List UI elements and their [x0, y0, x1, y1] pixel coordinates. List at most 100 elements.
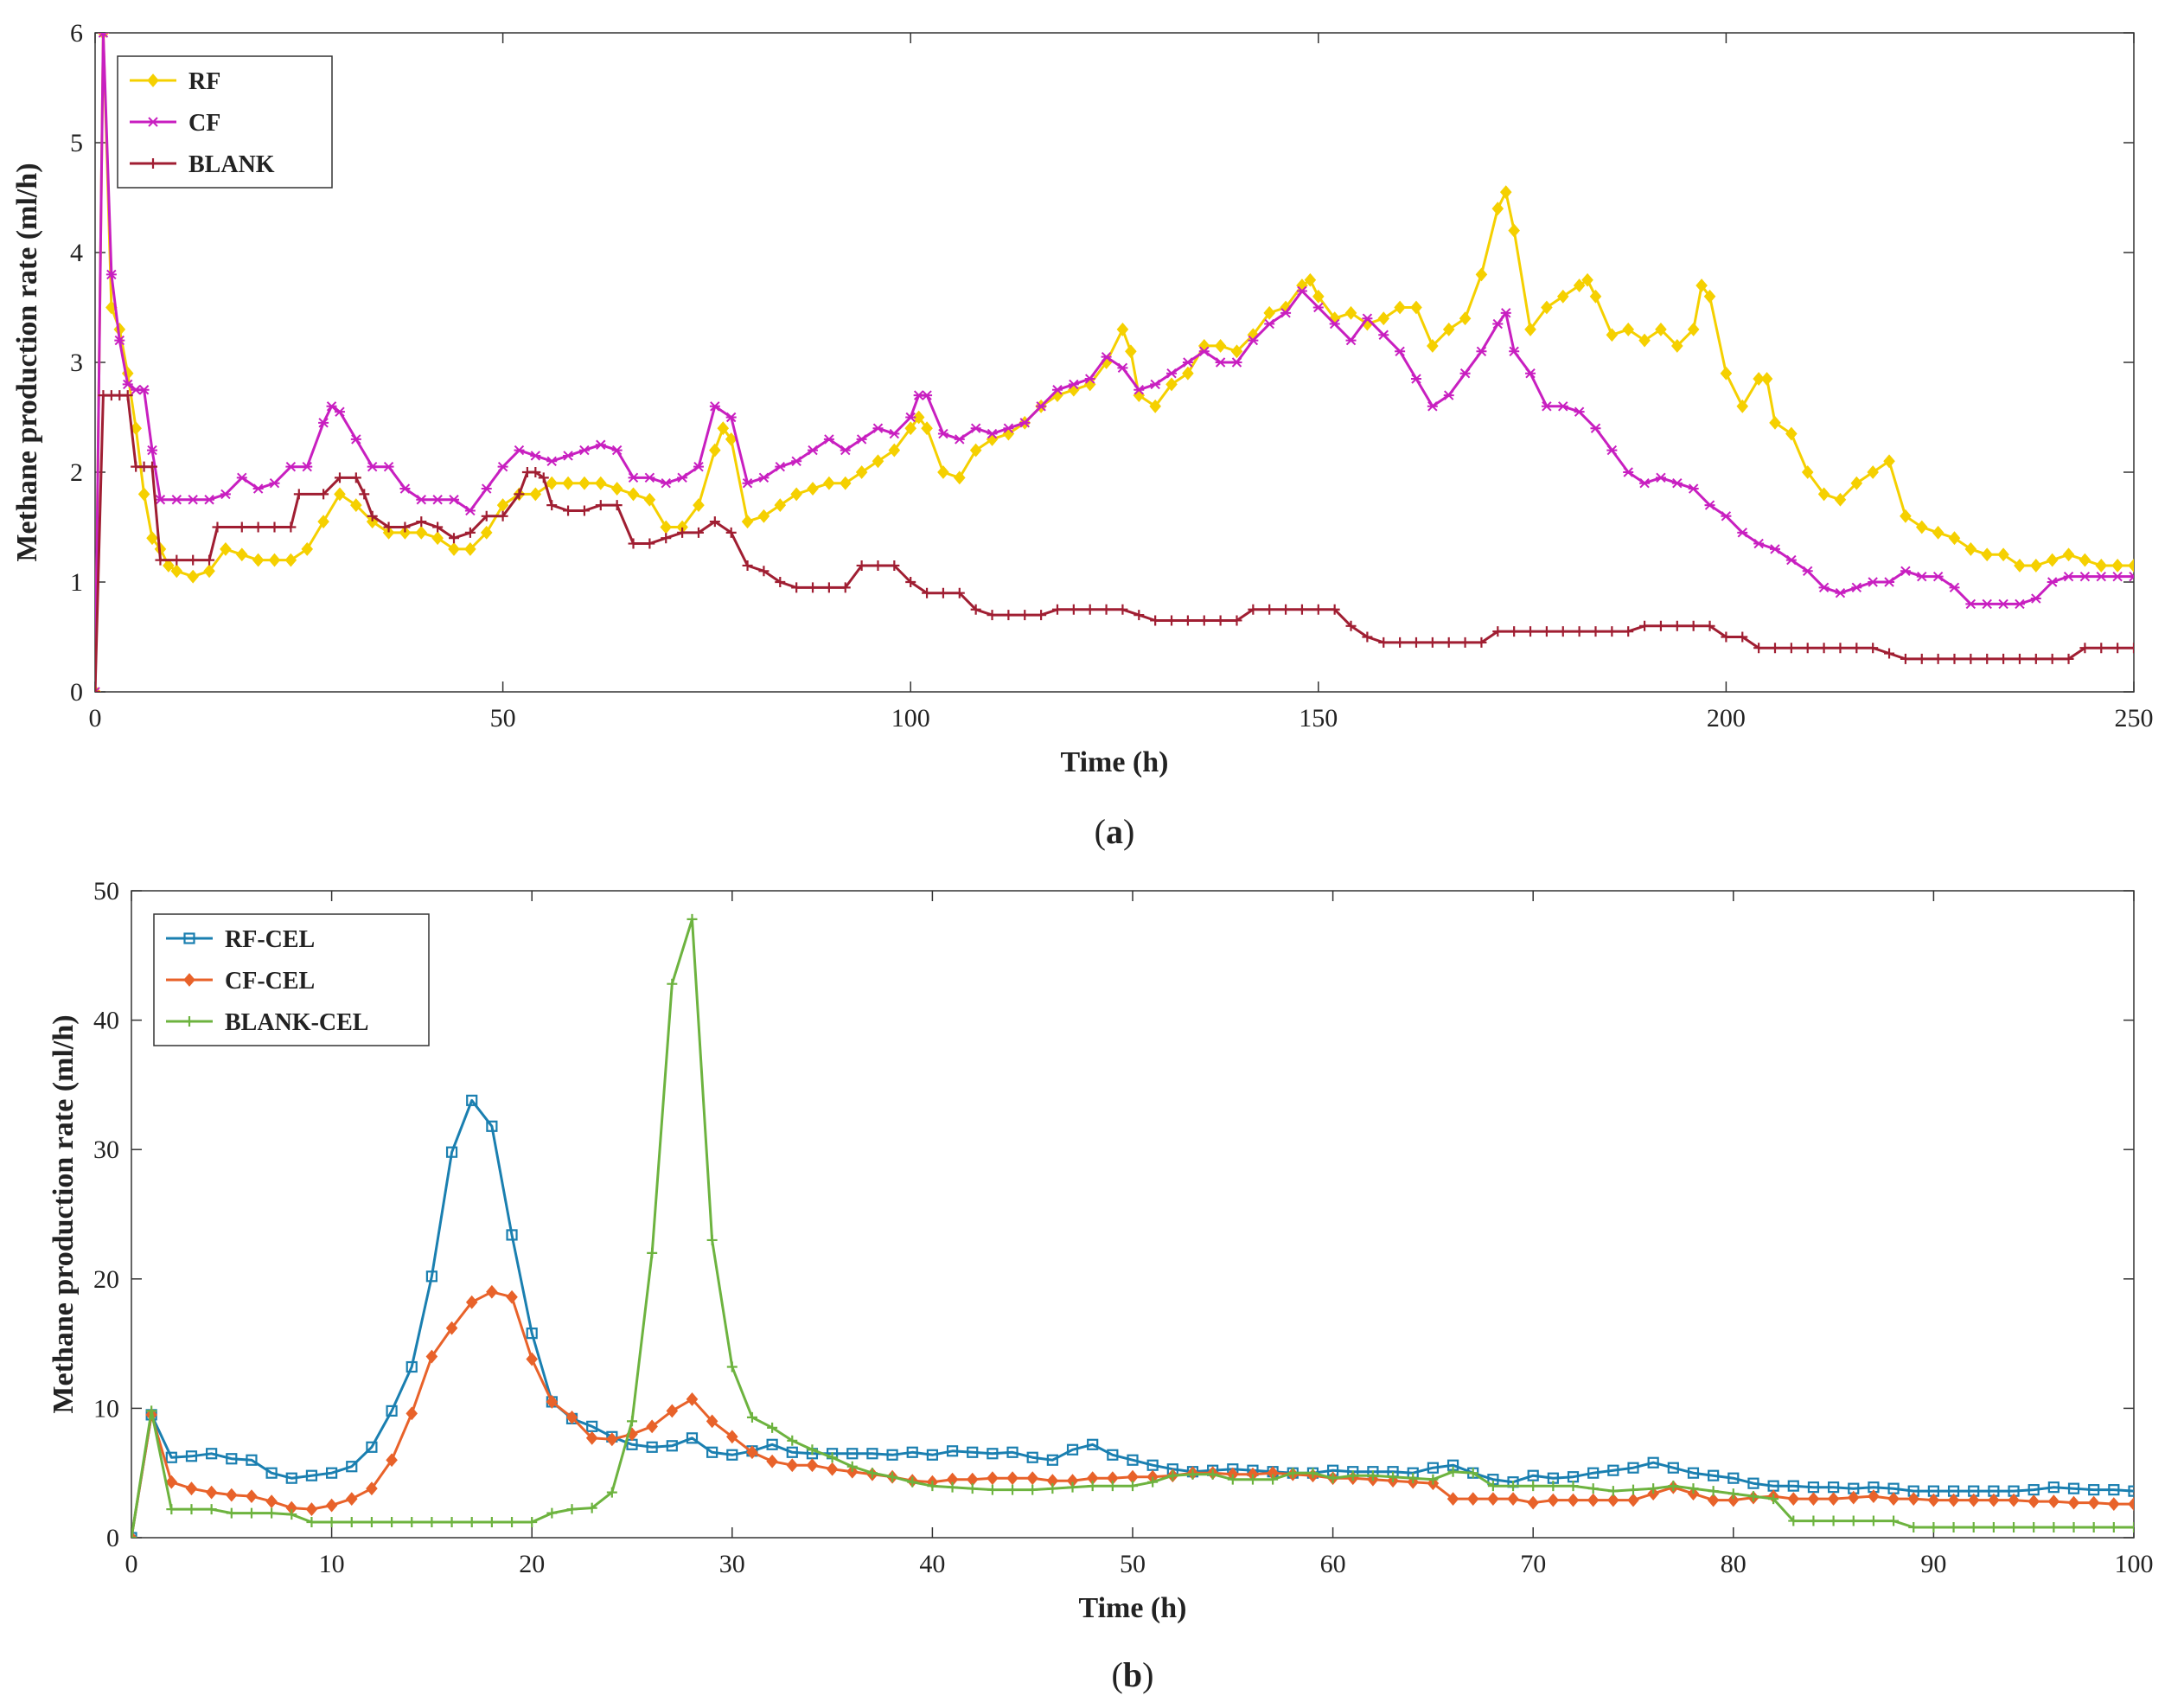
data-point-blank — [2030, 653, 2041, 664]
data-point-blank-cel — [987, 1484, 998, 1495]
x-tick-label: 60 — [1320, 1550, 1346, 1578]
data-point-rf — [1459, 311, 1472, 326]
data-point-rf — [1589, 289, 1602, 304]
data-point-blank-cel — [927, 1481, 938, 1492]
data-point-cf — [514, 445, 525, 456]
data-point-blank — [775, 577, 786, 587]
data-point-cf — [725, 412, 737, 423]
data-point-blank — [2129, 643, 2134, 654]
data-point-blank — [1802, 643, 1813, 654]
data-point-cf — [1802, 566, 1813, 577]
data-point-rf — [643, 492, 656, 507]
data-point-cf — [1150, 379, 1161, 390]
data-point-rf — [2014, 559, 2026, 573]
data-point-cf-cel — [1006, 1471, 1019, 1486]
data-point-blank-cel — [406, 1517, 418, 1528]
data-point-cf — [1965, 598, 1976, 610]
data-point-cf — [326, 401, 337, 412]
data-point-cf — [1868, 577, 1879, 587]
data-point-blank — [1606, 626, 1618, 637]
data-point-cf — [464, 505, 476, 516]
data-point-blank — [432, 521, 444, 533]
data-point-rf — [464, 541, 476, 556]
data-point-rf — [1394, 300, 1406, 315]
data-point-blank — [2112, 643, 2123, 654]
data-point-rf — [1377, 311, 1390, 326]
data-point-cf-cel — [1567, 1493, 1580, 1507]
data-point-cf — [1884, 577, 1895, 587]
x-axis-label: Time (h) — [1061, 746, 1169, 778]
data-point-cf — [2030, 593, 2041, 604]
data-point-cf-cel — [1787, 1492, 1800, 1507]
data-point-blank — [644, 538, 655, 549]
data-point-blank-cel — [246, 1507, 257, 1519]
data-point-rf — [741, 515, 754, 529]
data-point-blank-cel — [726, 1361, 738, 1372]
data-point-cf — [1215, 357, 1226, 368]
data-point-rf — [1214, 339, 1227, 353]
data-point-cf-cel — [1868, 1489, 1880, 1504]
data-point-blank — [2014, 653, 2025, 664]
legend-sample-marker — [148, 158, 158, 169]
series-cf — [95, 33, 2134, 692]
data-point-rf-cel — [1587, 1467, 1600, 1479]
data-point-cf-cel — [746, 1445, 758, 1460]
data-point-cf — [2129, 571, 2134, 582]
data-point-blank — [464, 527, 476, 538]
data-point-rf — [1964, 541, 1977, 556]
data-point-cf — [709, 401, 720, 412]
data-point-blank-cel — [1027, 1484, 1038, 1495]
data-point-rf-cel — [1787, 1480, 1799, 1492]
data-point-blank-cel — [2068, 1522, 2079, 1533]
data-point-rf — [888, 443, 901, 457]
data-point-rf — [1230, 344, 1243, 359]
data-point-cf-cel — [165, 1475, 178, 1489]
data-point-blank-cel — [266, 1507, 278, 1519]
data-point-rf-cel — [246, 1454, 258, 1466]
data-point-blank-cel — [1187, 1468, 1198, 1480]
data-point-rf-cel — [346, 1461, 358, 1473]
data-point-rf — [1541, 300, 1553, 315]
x-tick-label: 100 — [891, 704, 930, 733]
data-point-cf — [644, 472, 655, 483]
data-point-blank-cel — [1848, 1515, 1859, 1526]
data-point-blank — [1769, 643, 1780, 654]
data-point-blank — [416, 516, 427, 528]
data-point-rf-cel — [1727, 1472, 1740, 1484]
data-point-cf-cel — [406, 1406, 418, 1421]
data-point-cf — [1296, 285, 1307, 297]
data-point-blank — [481, 510, 492, 521]
data-point-rf — [1785, 426, 1798, 441]
data-point-cf — [808, 445, 819, 456]
data-point-cf-cel — [1827, 1492, 1840, 1507]
data-point-rf — [203, 564, 215, 579]
data-point-blank-cel — [1988, 1522, 1999, 1533]
data-point-blank — [236, 521, 247, 533]
data-point-cf — [595, 439, 606, 450]
data-point-cf — [105, 269, 117, 280]
data-point-blank — [1492, 626, 1504, 637]
data-point-blank-cel — [2129, 1522, 2134, 1533]
data-point-blank-cel — [346, 1517, 357, 1528]
data-point-cf — [840, 445, 851, 456]
legend-sample-marker — [183, 932, 195, 944]
data-point-rf — [1410, 300, 1422, 315]
data-point-rf-cel — [506, 1229, 518, 1241]
data-point-rf — [415, 525, 428, 540]
data-point-blank — [1574, 626, 1585, 637]
data-point-cf — [1117, 362, 1128, 374]
data-point-blank-cel — [947, 1481, 958, 1493]
data-point-cf-cel — [2067, 1495, 2080, 1510]
data-point-blank — [1459, 637, 1471, 648]
data-point-blank — [611, 500, 623, 511]
data-point-rf — [431, 531, 444, 546]
data-point-cf — [1395, 346, 1406, 357]
data-point-blank — [1395, 637, 1406, 648]
data-point-rf — [1125, 344, 1137, 359]
data-point-rf — [529, 487, 542, 502]
data-point-blank — [872, 560, 884, 571]
y-tick-label: 6 — [70, 19, 83, 48]
data-point-cf — [987, 428, 998, 439]
data-point-cf-cel — [345, 1492, 358, 1507]
data-point-cf — [350, 434, 361, 445]
